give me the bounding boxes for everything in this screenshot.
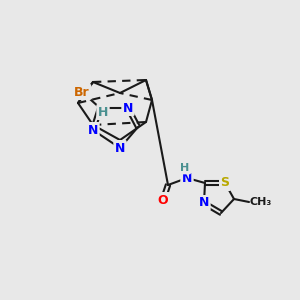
- Text: S: S: [220, 176, 230, 190]
- Text: O: O: [158, 194, 168, 206]
- Text: N: N: [199, 196, 209, 209]
- Text: N: N: [182, 172, 192, 184]
- Text: H: H: [98, 106, 108, 118]
- Text: CH₃: CH₃: [249, 197, 271, 207]
- Text: N: N: [88, 124, 98, 136]
- Text: N: N: [123, 101, 133, 115]
- Text: H: H: [180, 163, 190, 173]
- Text: Br: Br: [74, 85, 90, 98]
- Text: N: N: [115, 142, 125, 154]
